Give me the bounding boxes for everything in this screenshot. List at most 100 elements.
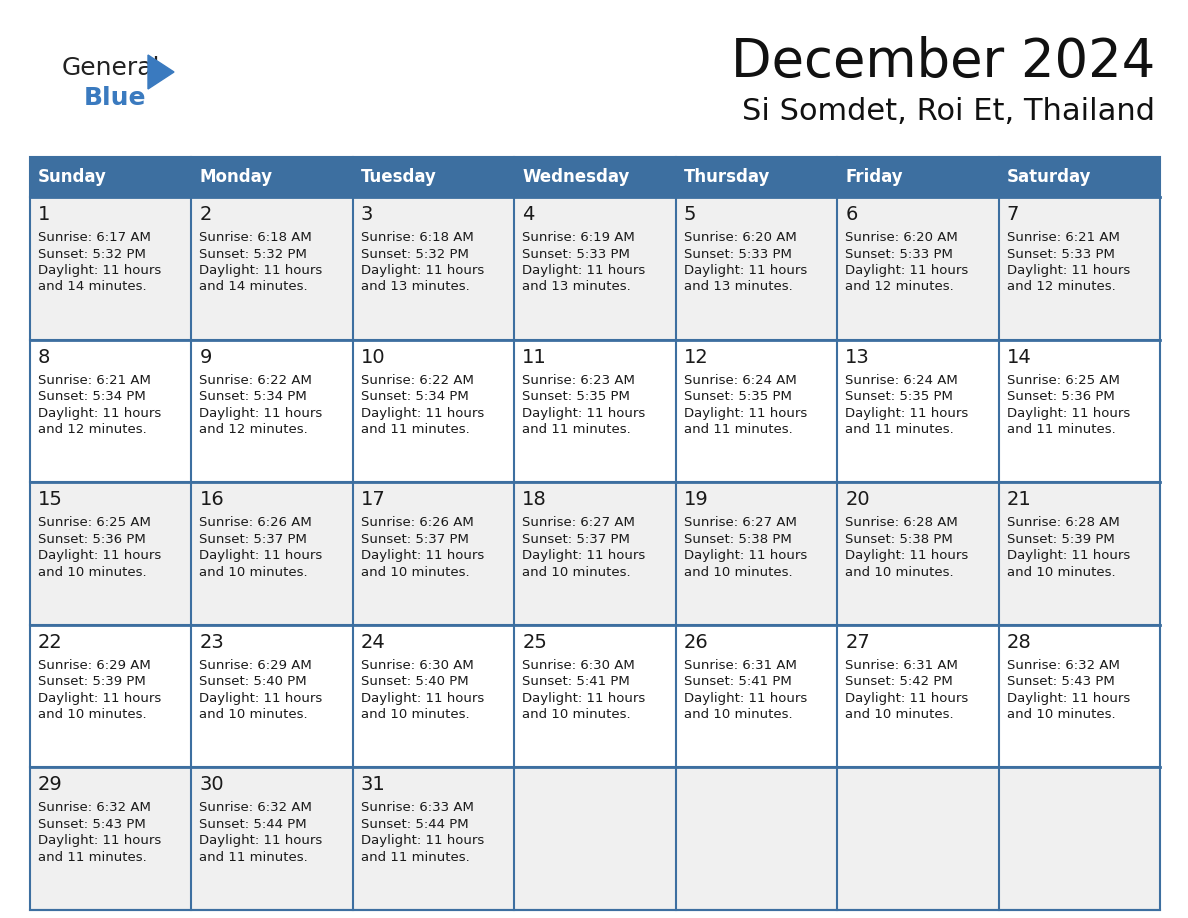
Text: Daylight: 11 hours: Daylight: 11 hours [1006,692,1130,705]
Text: Daylight: 11 hours: Daylight: 11 hours [361,834,484,847]
Text: and 10 minutes.: and 10 minutes. [1006,565,1116,578]
Text: Sunrise: 6:18 AM: Sunrise: 6:18 AM [361,231,474,244]
Text: Sunset: 5:44 PM: Sunset: 5:44 PM [361,818,468,831]
Text: General: General [62,56,160,80]
Text: Daylight: 11 hours: Daylight: 11 hours [38,834,162,847]
Bar [30,157,1159,910]
Text: Sunset: 5:43 PM: Sunset: 5:43 PM [38,818,146,831]
Text: Monday: Monday [200,168,272,186]
Text: 16: 16 [200,490,225,509]
Text: Sunset: 5:39 PM: Sunset: 5:39 PM [38,676,146,688]
Text: Sunset: 5:32 PM: Sunset: 5:32 PM [361,248,469,261]
Bar [838,157,999,197]
Text: Saturday: Saturday [1006,168,1091,186]
Text: Sunrise: 6:30 AM: Sunrise: 6:30 AM [361,659,474,672]
Text: 3: 3 [361,205,373,224]
Text: Sunset: 5:35 PM: Sunset: 5:35 PM [684,390,791,403]
Text: 26: 26 [684,633,708,652]
Text: 22: 22 [38,633,63,652]
Text: 13: 13 [845,348,870,366]
Text: Sunrise: 6:26 AM: Sunrise: 6:26 AM [200,516,312,529]
Text: Daylight: 11 hours: Daylight: 11 hours [38,692,162,705]
Text: 27: 27 [845,633,870,652]
Text: 8: 8 [38,348,50,366]
Text: Sunset: 5:38 PM: Sunset: 5:38 PM [845,532,953,545]
Bar [676,157,838,197]
Text: Friday: Friday [845,168,903,186]
Text: Wednesday: Wednesday [523,168,630,186]
Text: Sunset: 5:37 PM: Sunset: 5:37 PM [200,532,308,545]
Text: Daylight: 11 hours: Daylight: 11 hours [845,407,968,420]
Bar [514,157,676,197]
Text: Daylight: 11 hours: Daylight: 11 hours [200,407,323,420]
Bar [30,197,1159,340]
Text: 24: 24 [361,633,386,652]
Text: 6: 6 [845,205,858,224]
Text: and 10 minutes.: and 10 minutes. [684,565,792,578]
Text: Sunrise: 6:30 AM: Sunrise: 6:30 AM [523,659,636,672]
Text: Daylight: 11 hours: Daylight: 11 hours [361,692,484,705]
Text: Daylight: 11 hours: Daylight: 11 hours [845,264,968,277]
Text: Sunrise: 6:28 AM: Sunrise: 6:28 AM [1006,516,1119,529]
Text: Sunrise: 6:28 AM: Sunrise: 6:28 AM [845,516,958,529]
Text: and 10 minutes.: and 10 minutes. [523,565,631,578]
Text: and 12 minutes.: and 12 minutes. [1006,281,1116,294]
Text: and 10 minutes.: and 10 minutes. [523,709,631,722]
Text: and 14 minutes.: and 14 minutes. [200,281,308,294]
Text: Daylight: 11 hours: Daylight: 11 hours [684,692,807,705]
Text: Daylight: 11 hours: Daylight: 11 hours [38,264,162,277]
Text: Sunrise: 6:32 AM: Sunrise: 6:32 AM [200,801,312,814]
Text: Sunrise: 6:20 AM: Sunrise: 6:20 AM [845,231,958,244]
Text: and 10 minutes.: and 10 minutes. [845,709,954,722]
Text: Sunrise: 6:24 AM: Sunrise: 6:24 AM [684,374,796,386]
Text: and 11 minutes.: and 11 minutes. [200,851,308,864]
Text: Sunrise: 6:27 AM: Sunrise: 6:27 AM [523,516,636,529]
Text: Sunrise: 6:31 AM: Sunrise: 6:31 AM [845,659,958,672]
Bar [999,157,1159,197]
Text: Daylight: 11 hours: Daylight: 11 hours [200,264,323,277]
Text: Sunset: 5:44 PM: Sunset: 5:44 PM [200,818,307,831]
Text: and 11 minutes.: and 11 minutes. [38,851,147,864]
Text: Daylight: 11 hours: Daylight: 11 hours [200,692,323,705]
Text: Sunrise: 6:31 AM: Sunrise: 6:31 AM [684,659,797,672]
Bar [30,482,1159,625]
Text: and 11 minutes.: and 11 minutes. [1006,423,1116,436]
Text: 28: 28 [1006,633,1031,652]
Text: Daylight: 11 hours: Daylight: 11 hours [523,549,645,562]
Text: Sunset: 5:35 PM: Sunset: 5:35 PM [845,390,953,403]
Text: Daylight: 11 hours: Daylight: 11 hours [1006,264,1130,277]
Text: Daylight: 11 hours: Daylight: 11 hours [684,549,807,562]
Text: Tuesday: Tuesday [361,168,437,186]
Text: Sunset: 5:41 PM: Sunset: 5:41 PM [523,676,630,688]
Text: Daylight: 11 hours: Daylight: 11 hours [845,692,968,705]
Text: and 14 minutes.: and 14 minutes. [38,281,146,294]
Text: Si Somdet, Roi Et, Thailand: Si Somdet, Roi Et, Thailand [742,97,1155,127]
Text: Sunrise: 6:32 AM: Sunrise: 6:32 AM [1006,659,1119,672]
Text: Sunset: 5:34 PM: Sunset: 5:34 PM [200,390,308,403]
Text: Sunset: 5:41 PM: Sunset: 5:41 PM [684,676,791,688]
Text: and 10 minutes.: and 10 minutes. [200,709,308,722]
Text: and 11 minutes.: and 11 minutes. [361,423,469,436]
Text: Sunset: 5:32 PM: Sunset: 5:32 PM [200,248,308,261]
Text: Sunrise: 6:22 AM: Sunrise: 6:22 AM [361,374,474,386]
Text: 10: 10 [361,348,385,366]
Text: 25: 25 [523,633,548,652]
Text: 29: 29 [38,776,63,794]
Text: Daylight: 11 hours: Daylight: 11 hours [361,264,484,277]
Text: Sunrise: 6:19 AM: Sunrise: 6:19 AM [523,231,636,244]
Text: Sunset: 5:38 PM: Sunset: 5:38 PM [684,532,791,545]
Text: 1: 1 [38,205,50,224]
Text: and 13 minutes.: and 13 minutes. [361,281,469,294]
Text: Sunset: 5:37 PM: Sunset: 5:37 PM [361,532,469,545]
Text: Daylight: 11 hours: Daylight: 11 hours [361,549,484,562]
Bar [30,157,191,197]
Text: Daylight: 11 hours: Daylight: 11 hours [1006,549,1130,562]
Text: Daylight: 11 hours: Daylight: 11 hours [200,549,323,562]
Text: Sunset: 5:36 PM: Sunset: 5:36 PM [38,532,146,545]
Text: 19: 19 [684,490,708,509]
Text: Sunset: 5:42 PM: Sunset: 5:42 PM [845,676,953,688]
Text: and 10 minutes.: and 10 minutes. [361,709,469,722]
Text: Sunrise: 6:21 AM: Sunrise: 6:21 AM [1006,231,1119,244]
Text: Sunrise: 6:23 AM: Sunrise: 6:23 AM [523,374,636,386]
Text: and 13 minutes.: and 13 minutes. [684,281,792,294]
